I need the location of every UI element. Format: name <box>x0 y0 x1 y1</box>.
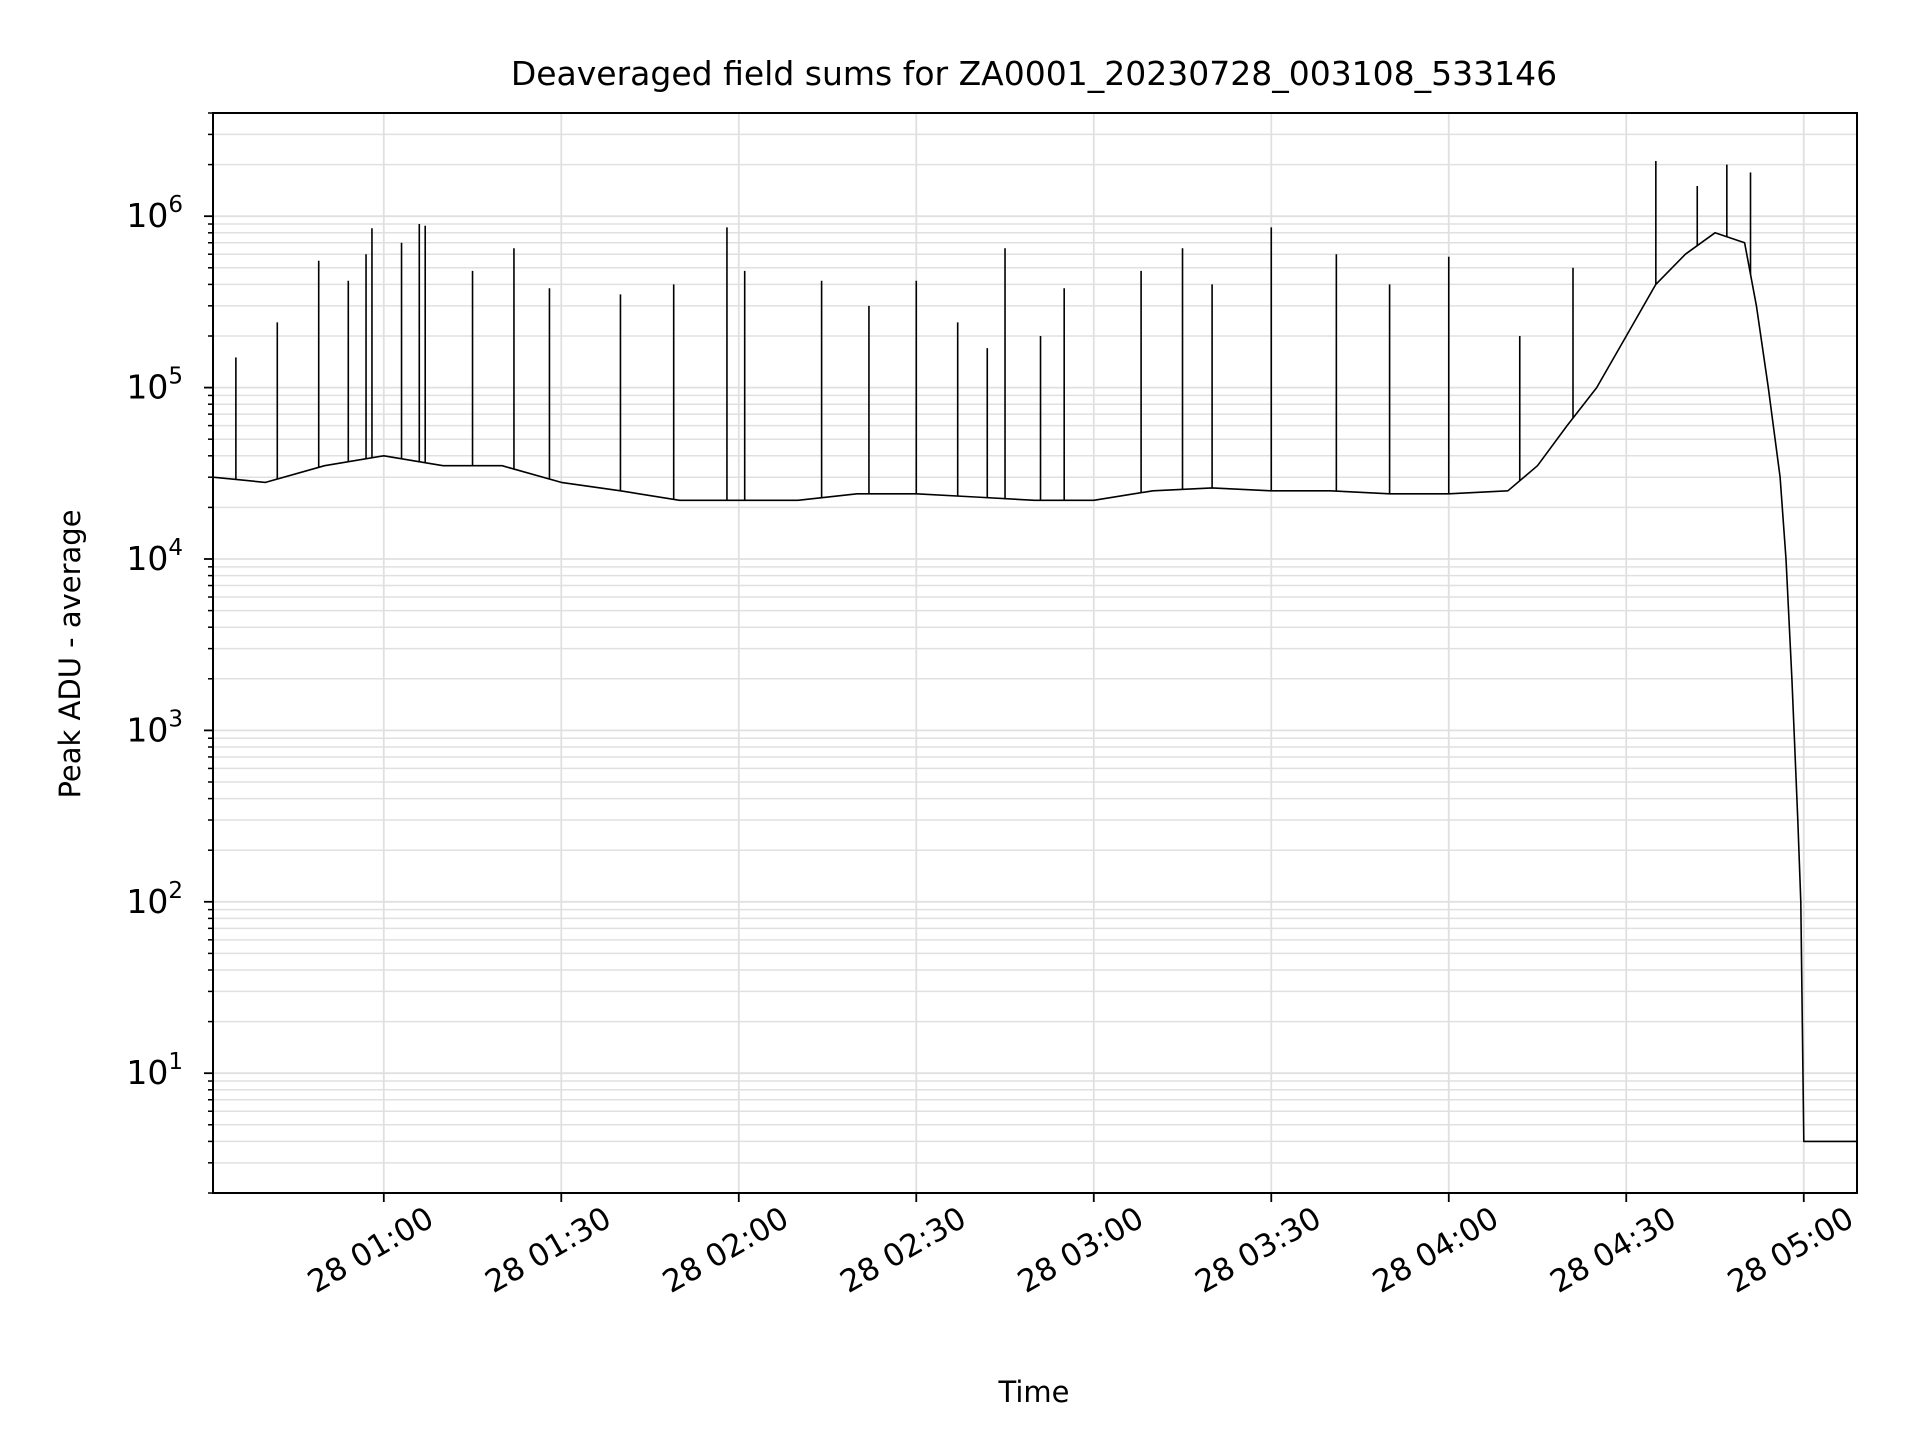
y-axis-label: Peak ADU - average <box>53 509 87 798</box>
y-tick-label: 103 <box>126 706 183 749</box>
data-layer <box>212 160 1857 1143</box>
y-tick-label: 101 <box>126 1049 183 1092</box>
y-tick-label: 104 <box>126 535 183 578</box>
y-tick-label: 105 <box>126 364 183 407</box>
y-tick-label: 106 <box>126 192 183 235</box>
plot-frame <box>212 112 1858 1194</box>
series-line <box>212 232 1857 1143</box>
chart-title: Deaveraged field sums for ZA0001_2023072… <box>511 54 1557 93</box>
grid-layer <box>213 112 1857 1194</box>
label-layer: Deaveraged field sums for ZA0001_2023072… <box>53 54 1557 1409</box>
y-tick-label: 102 <box>126 878 183 921</box>
x-axis-label: Time <box>998 1375 1070 1409</box>
